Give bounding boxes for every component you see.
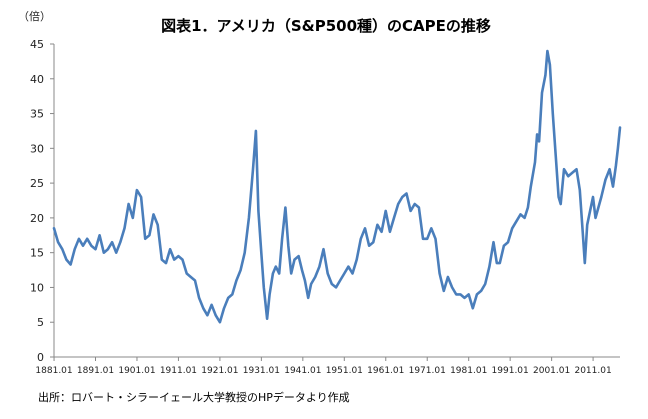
y-tick-label: 45 [30,38,44,51]
x-tick-label: 2011.01 [574,366,611,376]
plot-area [52,49,622,324]
y-tick-label: 35 [30,108,44,121]
x-tick-label: 1921.01 [201,366,238,376]
y-tick-label: 0 [37,351,44,364]
cape-series-line [52,49,622,324]
y-axis-ticks: 0 5 10 15 20 25 30 35 40 45 [30,38,54,364]
x-tick-label: 1981.01 [450,366,487,376]
y-tick-label: 30 [30,142,44,155]
x-tick-label: 1941.01 [284,366,321,376]
x-tick-label: 1961.01 [367,366,404,376]
x-tick-label: 1991.01 [492,366,529,376]
x-tick-label: 2001.01 [533,366,570,376]
x-tick-label: 1881.01 [35,366,72,376]
source-note: 出所：ロバート・シラーイェール大学教授のHPデータより作成 [38,390,350,404]
y-tick-label: 5 [37,316,44,329]
x-tick-label: 1951.01 [326,366,363,376]
y-tick-label: 10 [30,281,44,294]
x-tick-label: 1891.01 [77,366,114,376]
y-tick-label: 25 [30,177,44,190]
x-tick-label: 1901.01 [118,366,155,376]
x-tick-label: 1971.01 [409,366,446,376]
x-tick-label: 1931.01 [243,366,280,376]
y-tick-label: 40 [30,73,44,86]
x-axis-ticks: 1881.01 1891.01 1901.01 1911.01 1921.01 1931.… [35,357,612,376]
y-unit-label: （倍） [18,9,51,23]
y-tick-label: 15 [30,247,44,260]
x-tick-label: 1911.01 [160,366,197,376]
y-tick-label: 20 [30,212,44,225]
chart-title: 図表1．アメリカ（S&P500種）のCAPEの推移 [161,17,491,35]
